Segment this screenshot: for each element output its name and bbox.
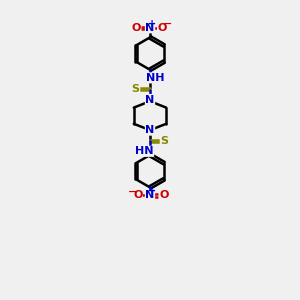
Text: HN: HN [135, 146, 154, 156]
Text: S: S [132, 84, 140, 94]
Text: O: O [132, 23, 141, 33]
Text: −: − [163, 19, 172, 29]
Text: O: O [159, 190, 168, 200]
Text: NH: NH [146, 73, 165, 83]
Text: N: N [146, 125, 154, 135]
Text: +: + [148, 186, 157, 197]
Text: +: + [148, 19, 157, 29]
Text: N: N [146, 190, 154, 200]
Text: −: − [128, 186, 137, 197]
Text: O: O [158, 23, 167, 33]
Text: N: N [146, 94, 154, 104]
Text: O: O [133, 190, 142, 200]
Text: N: N [146, 23, 154, 33]
Text: S: S [160, 136, 168, 146]
